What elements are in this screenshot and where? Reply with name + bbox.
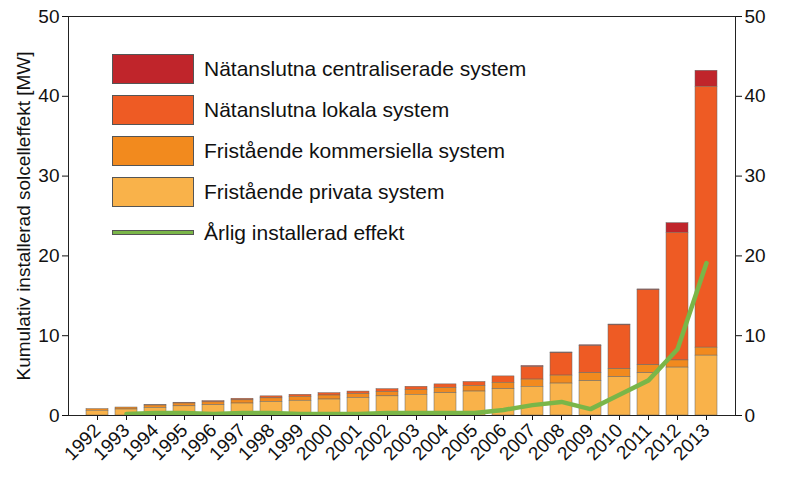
svg-text:1993: 1993 (88, 419, 134, 465)
html-text:Nätanslutna lokala system: Nätanslutna lokala system (204, 97, 450, 121)
svg-text:2000: 2000 (291, 419, 337, 465)
svg-text:30: 30 (38, 165, 59, 186)
svg-text:30: 30 (745, 165, 766, 186)
svg-text:0: 0 (49, 405, 60, 426)
svg-text:50: 50 (745, 6, 766, 27)
svg-text:40: 40 (38, 85, 59, 106)
svg-text:50: 50 (38, 6, 59, 27)
svg-text:2009: 2009 (552, 419, 598, 465)
html-text:Årlig installerad effekt: Årlig installerad effekt (204, 220, 405, 244)
svg-text:20: 20 (38, 245, 59, 266)
svg-text:1999: 1999 (262, 419, 308, 465)
html-text:Fristående kommersiella system: Fristående kommersiella system (204, 138, 506, 162)
svg-text:2002: 2002 (349, 419, 395, 465)
svg-text:2003: 2003 (378, 419, 424, 465)
html-text:Fristående privata system: Fristående privata system (204, 179, 445, 203)
svg-text:1992: 1992 (59, 419, 105, 465)
svg-text:2011: 2011 (611, 419, 656, 464)
svg-text:1998: 1998 (233, 419, 279, 465)
svg-text:2001: 2001 (320, 419, 366, 465)
svg-text:10: 10 (745, 325, 766, 346)
svg-text:2010: 2010 (581, 419, 627, 465)
svg-text:1995: 1995 (146, 419, 192, 465)
svg-text:1996: 1996 (175, 419, 221, 465)
svg-text:0: 0 (745, 405, 756, 426)
svg-text:2013: 2013 (669, 420, 714, 465)
svg-text:2006: 2006 (465, 419, 511, 465)
svg-text:1997: 1997 (204, 419, 250, 465)
svg-text:2007: 2007 (494, 419, 540, 465)
svg-text:20: 20 (745, 245, 766, 266)
svg-text:2008: 2008 (523, 419, 569, 465)
svg-text:1994: 1994 (117, 419, 163, 465)
svg-text:2004: 2004 (407, 419, 453, 465)
svg-text:2012: 2012 (639, 419, 685, 465)
svg-text:Kumulativ installerad solcelle: Kumulativ installerad solcelleffekt [MW] (13, 51, 34, 380)
html-text:Nätanslutna centraliserade sys: Nätanslutna centraliserade system (204, 56, 527, 80)
svg-text:10: 10 (38, 325, 59, 346)
svg-text:2005: 2005 (436, 419, 482, 465)
svg-text:40: 40 (745, 85, 766, 106)
